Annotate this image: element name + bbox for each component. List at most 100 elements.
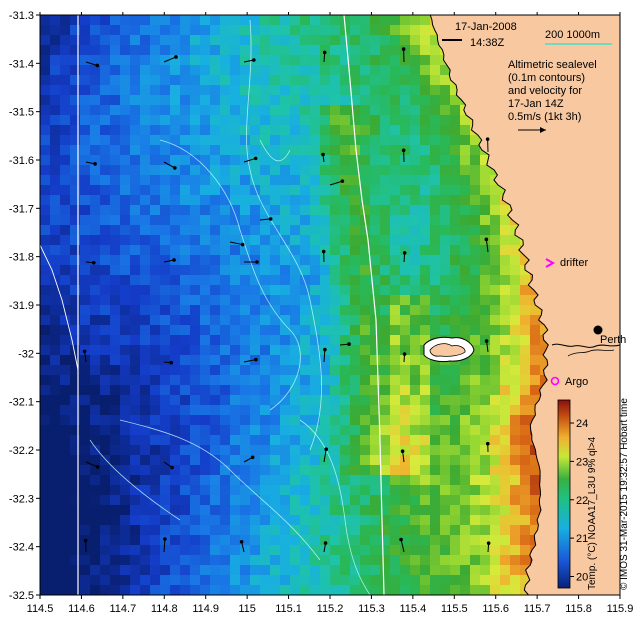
sst-pixel bbox=[300, 85, 310, 95]
argo-marker bbox=[550, 376, 560, 386]
sst-pixel bbox=[260, 125, 270, 135]
colorbar-tick-label: 20 bbox=[576, 571, 588, 583]
sst-pixel bbox=[200, 55, 210, 65]
sst-pixel bbox=[520, 285, 530, 295]
sst-pixel bbox=[310, 575, 320, 585]
sst-pixel bbox=[290, 235, 300, 245]
sst-pixel bbox=[530, 455, 540, 465]
sst-pixel bbox=[400, 345, 410, 355]
sst-pixel bbox=[40, 15, 50, 25]
sst-pixel bbox=[290, 405, 300, 415]
sst-pixel bbox=[170, 305, 180, 315]
sst-pixel bbox=[170, 265, 180, 275]
sst-pixel bbox=[320, 505, 330, 515]
sst-pixel bbox=[400, 195, 410, 205]
sst-pixel bbox=[350, 225, 360, 235]
sst-pixel bbox=[110, 405, 120, 415]
sst-pixel bbox=[200, 175, 210, 185]
sst-pixel bbox=[180, 555, 190, 565]
sst-pixel bbox=[470, 165, 480, 175]
sst-pixel bbox=[140, 305, 150, 315]
sst-pixel bbox=[340, 245, 350, 255]
sst-pixel bbox=[120, 295, 130, 305]
sst-pixel bbox=[460, 495, 470, 505]
sst-pixel bbox=[230, 265, 240, 275]
sst-pixel bbox=[310, 105, 320, 115]
sst-pixel bbox=[470, 495, 480, 505]
sst-pixel bbox=[230, 565, 240, 575]
sst-pixel bbox=[420, 515, 430, 525]
sst-pixel bbox=[240, 495, 250, 505]
sst-pixel bbox=[270, 445, 280, 455]
sst-pixel bbox=[130, 115, 140, 125]
sst-pixel bbox=[180, 575, 190, 585]
sst-pixel bbox=[290, 275, 300, 285]
sst-pixel bbox=[240, 145, 250, 155]
sst-pixel bbox=[360, 555, 370, 565]
sst-pixel bbox=[290, 355, 300, 365]
sst-pixel bbox=[270, 295, 280, 305]
sst-pixel bbox=[190, 85, 200, 95]
sst-pixel bbox=[490, 235, 500, 245]
sst-pixel bbox=[520, 515, 530, 525]
sst-pixel bbox=[400, 295, 410, 305]
sst-pixel bbox=[160, 325, 170, 335]
sst-pixel bbox=[170, 355, 180, 365]
sst-pixel bbox=[270, 95, 280, 105]
sst-pixel bbox=[340, 45, 350, 55]
sst-pixel bbox=[520, 395, 530, 405]
sst-pixel bbox=[420, 365, 430, 375]
sst-pixel bbox=[150, 135, 160, 145]
sst-pixel bbox=[220, 75, 230, 85]
sst-pixel bbox=[490, 395, 500, 405]
sst-pixel bbox=[420, 475, 430, 485]
sst-pixel bbox=[400, 305, 410, 315]
sst-pixel bbox=[50, 105, 60, 115]
sst-pixel bbox=[410, 375, 420, 385]
sst-pixel bbox=[450, 125, 460, 135]
sst-pixel bbox=[380, 565, 390, 575]
sst-pixel bbox=[290, 565, 300, 575]
sst-pixel bbox=[270, 455, 280, 465]
sst-pixel bbox=[250, 465, 260, 475]
sst-pixel bbox=[140, 395, 150, 405]
sst-pixel bbox=[410, 195, 420, 205]
sst-pixel bbox=[190, 505, 200, 515]
sst-pixel bbox=[170, 295, 180, 305]
sst-pixel bbox=[490, 245, 500, 255]
sst-pixel bbox=[330, 115, 340, 125]
sst-pixel bbox=[90, 275, 100, 285]
sst-pixel bbox=[280, 435, 290, 445]
sst-pixel bbox=[430, 485, 440, 495]
sst-pixel bbox=[360, 495, 370, 505]
sst-pixel bbox=[90, 515, 100, 525]
sst-pixel bbox=[340, 275, 350, 285]
sst-pixel bbox=[110, 315, 120, 325]
sst-pixel bbox=[210, 575, 220, 585]
sst-pixel bbox=[40, 475, 50, 485]
sst-pixel bbox=[200, 485, 210, 495]
sst-pixel bbox=[320, 285, 330, 295]
sst-pixel bbox=[480, 415, 490, 425]
sst-pixel bbox=[40, 255, 50, 265]
sst-pixel bbox=[250, 575, 260, 585]
sst-pixel bbox=[500, 205, 510, 215]
sst-pixel bbox=[100, 305, 110, 315]
sst-pixel bbox=[170, 115, 180, 125]
sst-pixel bbox=[260, 425, 270, 435]
y-tick-label: -31.4 bbox=[9, 58, 34, 70]
sst-pixel bbox=[120, 235, 130, 245]
sst-pixel bbox=[260, 545, 270, 555]
sst-pixel bbox=[40, 325, 50, 335]
sst-pixel bbox=[100, 585, 110, 595]
sst-pixel bbox=[470, 305, 480, 315]
sst-pixel bbox=[40, 265, 50, 275]
x-tick-label: 115.4 bbox=[399, 603, 426, 615]
sst-pixel bbox=[430, 465, 440, 475]
sst-pixel bbox=[460, 145, 470, 155]
sst-pixel bbox=[460, 265, 470, 275]
sst-pixel bbox=[360, 165, 370, 175]
sst-pixel bbox=[470, 565, 480, 575]
sst-pixel bbox=[120, 255, 130, 265]
